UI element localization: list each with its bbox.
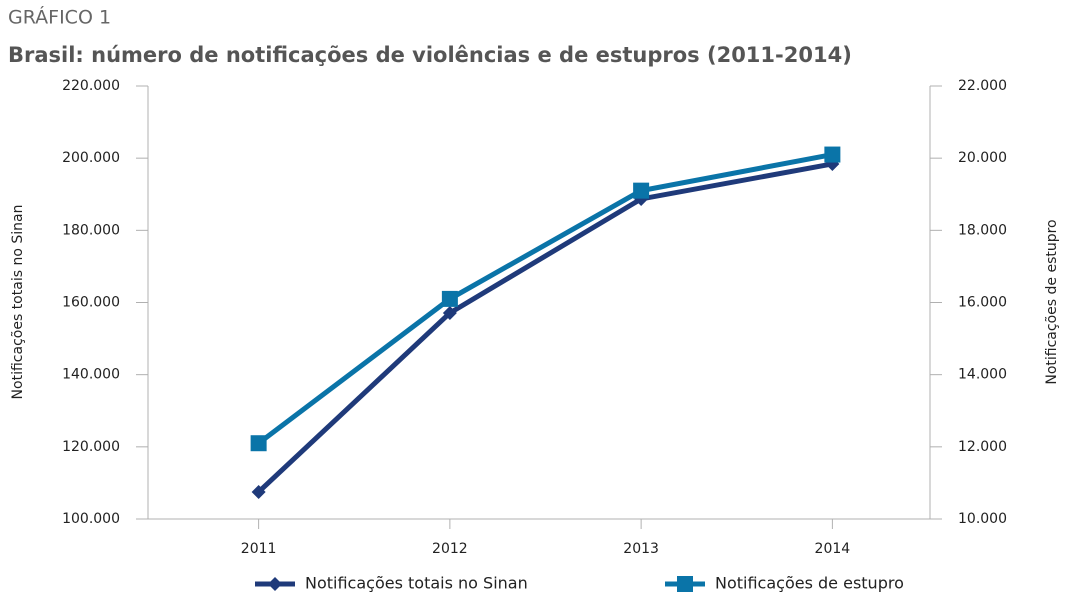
y2-tick-label: 20.000 xyxy=(958,150,1007,166)
y-axis-title: Notificações totais no Sinan xyxy=(10,205,26,400)
y2-tick-label: 16.000 xyxy=(958,295,1007,311)
y-tick-label: 220.000 xyxy=(62,78,120,94)
data-point xyxy=(824,146,841,163)
legend-marker xyxy=(268,577,282,591)
data-point xyxy=(251,484,266,499)
legend-label: Notificações de estupro xyxy=(715,574,904,593)
y-tick-label: 180.000 xyxy=(62,222,120,238)
y-tick-label: 160.000 xyxy=(62,295,120,311)
legend-label: Notificações totais no Sinan xyxy=(305,574,528,593)
x-tick-label: 2011 xyxy=(241,541,277,557)
data-point xyxy=(633,182,650,199)
series-line xyxy=(256,161,833,494)
y-tick-label: 100.000 xyxy=(62,511,120,527)
y2-tick-label: 14.000 xyxy=(958,367,1007,383)
y2-axis-title: Notificações de estupro xyxy=(1044,219,1060,384)
y-tick-label: 120.000 xyxy=(62,439,120,455)
data-point xyxy=(441,290,458,307)
y-tick-label: 140.000 xyxy=(62,367,120,383)
x-tick-label: 2013 xyxy=(623,541,659,557)
data-point xyxy=(442,305,457,320)
y2-tick-label: 22.000 xyxy=(958,78,1007,94)
legend-marker xyxy=(677,576,693,592)
y2-tick-label: 18.000 xyxy=(958,222,1007,238)
x-tick-label: 2012 xyxy=(432,541,468,557)
chart-title: Brasil: número de notificações de violên… xyxy=(8,43,852,67)
y-tick-label: 200.000 xyxy=(62,150,120,166)
data-point xyxy=(250,435,267,452)
x-tick-label: 2014 xyxy=(815,541,851,557)
chart-label: GRÁFICO 1 xyxy=(8,6,111,29)
y2-tick-label: 12.000 xyxy=(958,439,1007,455)
series-line xyxy=(257,152,833,446)
y2-tick-label: 10.000 xyxy=(958,511,1007,527)
